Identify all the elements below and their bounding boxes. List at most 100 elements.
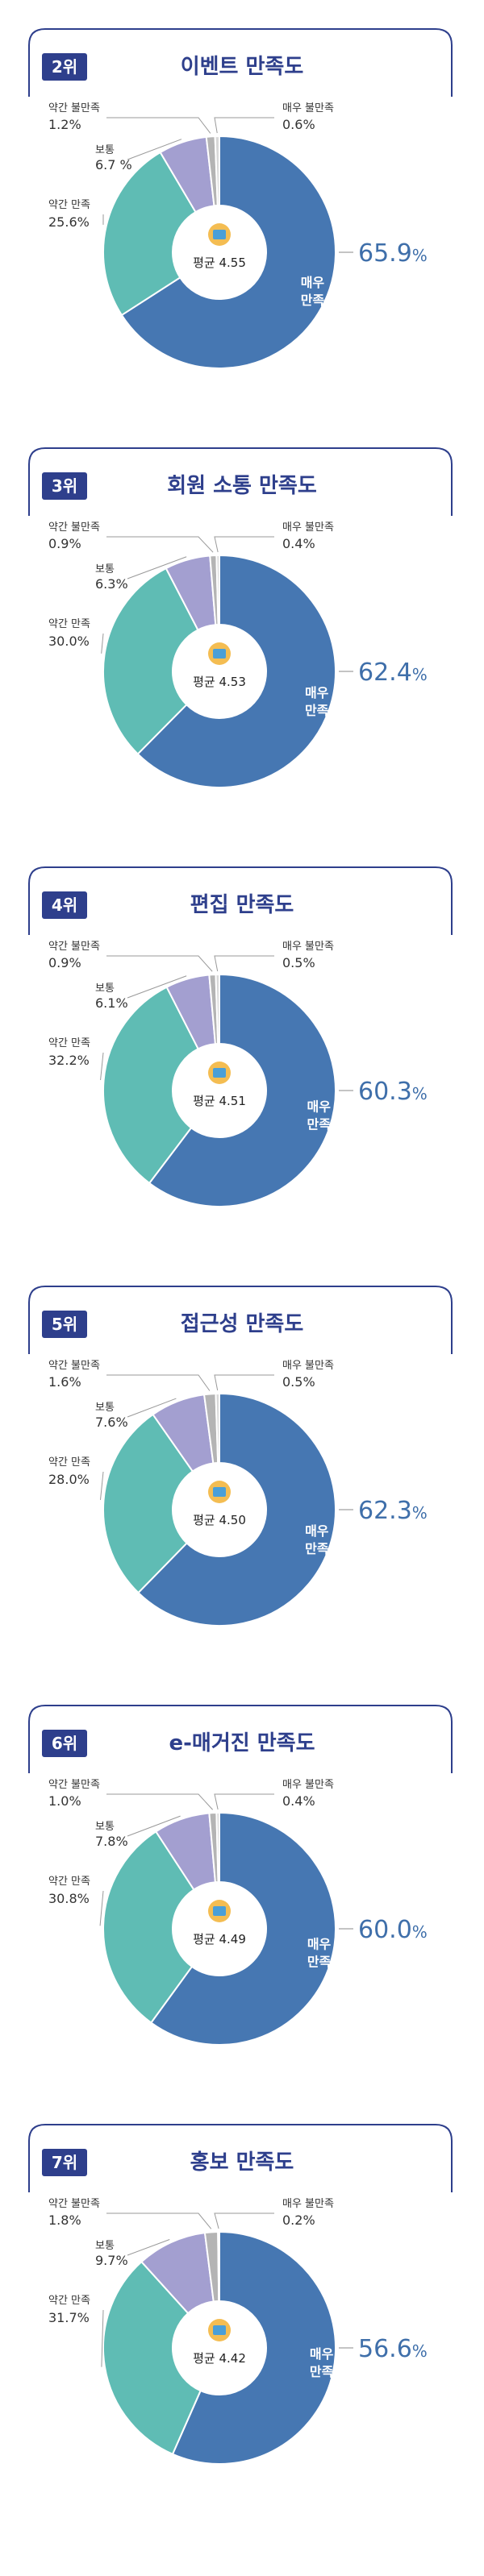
slice-very-unsatisfied — [215, 1392, 220, 1465]
chart-title: 이벤트 만족도 — [180, 55, 304, 79]
slice-value-label: 28.0% — [48, 1472, 90, 1487]
leader-line — [127, 1815, 181, 1837]
leader-line — [101, 2309, 104, 2367]
magazine-icon — [208, 1900, 231, 1922]
rank-badge: 3위 — [42, 472, 87, 500]
highlight-value: 62.4% — [358, 659, 428, 687]
slice-value-label: 6.7 % — [95, 157, 132, 172]
slice-name-label: 매우 불만족 — [282, 941, 334, 953]
slice-name-label: 약간 불만족 — [48, 1779, 100, 1791]
slice-value-label: 0.4% — [282, 1793, 315, 1809]
card-frame — [28, 28, 453, 97]
slice-very-unsatisfied — [217, 2230, 220, 2303]
leader-line — [214, 1374, 274, 1391]
inner-slice-label: 매우 만족 — [305, 685, 329, 718]
slice-name-label: 약간 만족 — [48, 1456, 90, 1469]
leader-line — [106, 955, 213, 972]
rank-badge: 6위 — [42, 1730, 87, 1757]
chart-title: 회원 소통 만족도 — [167, 474, 317, 498]
slice-very-satisfied — [149, 1811, 336, 2046]
slice-very-unsatisfied — [215, 1811, 220, 1884]
slice-satisfied — [102, 1413, 194, 1594]
slice-satisfied — [102, 1830, 195, 2024]
leader-line — [99, 1890, 104, 1926]
rank-badge: 7위 — [42, 2149, 87, 2176]
slice-satisfied — [102, 2260, 202, 2456]
slice-name-label: 보통 — [95, 144, 115, 156]
chat-bubble-icon — [208, 642, 231, 665]
slice-value-label: 1.8% — [48, 2212, 81, 2228]
chart-card: 5위 접근성 만족도 평균 4.50 매우 만족 62.3% 약간 만족 28.0% 보통 7.6… — [0, 1257, 484, 1676]
slice-name-label: 매우 불만족 — [282, 102, 334, 114]
donut-chart: 평균 4.42 매우 만족 56.6% 약간 만족 31.7% 보통9.7% 약간 불만족 1.… — [28, 2124, 453, 2465]
inner-slice-label: 매우 만족 — [310, 2346, 334, 2379]
chart-card: 3위 회원 소통 만족도 평균 4.53 매우 만족 62.4% 약간 만족 30.0% 보통 6… — [0, 419, 484, 838]
card-frame — [28, 866, 453, 935]
slice-very-satisfied — [120, 135, 336, 369]
donut-chart: 평균 4.55 매우 만족 65.9% 약간 만족 25.6% 보통6.7 % 약간 불만족 1… — [28, 28, 453, 369]
slice-very-satisfied — [148, 973, 336, 1207]
leader-line — [127, 139, 182, 160]
chart-title: 홍보 만족도 — [190, 2150, 294, 2175]
chart-card: 2위 이벤트 만족도 평균 4.55 매우 만족 65.9% 약간 만족 25.6% 보통 6.7… — [0, 0, 484, 419]
slice-name-label: 매우 불만족 — [282, 2198, 334, 2210]
slice-value-label: 30.0% — [48, 634, 90, 649]
chart-title: 편집 만족도 — [190, 893, 294, 917]
slice-very-satisfied — [136, 554, 336, 788]
average-label: 평균 4.51 — [193, 1094, 246, 1108]
slice-satisfied — [102, 567, 199, 755]
card-frame — [28, 2124, 453, 2192]
slice-satisfied — [102, 986, 200, 1185]
leader-line — [214, 2212, 274, 2229]
chart-title: e-매거진 만족도 — [169, 1731, 315, 1755]
leader-line — [100, 1052, 104, 1081]
slice-name-label: 약간 불만족 — [48, 102, 100, 114]
inner-slice-label: 매우 만족 — [307, 1936, 332, 1969]
slice-name-label: 약간 만족 — [48, 1876, 90, 1888]
card-frame — [28, 1705, 453, 1773]
chart-card: 4위 편집 만족도 평균 4.51 매우 만족 60.3% 약간 만족 32.2% 보통 6.1%… — [0, 838, 484, 1257]
slice-value-label: 32.2% — [48, 1053, 90, 1068]
leader-line — [127, 2239, 170, 2256]
slice-satisfied — [102, 151, 197, 317]
highlight-value: 56.6% — [358, 2335, 428, 2363]
slice-name-label: 약간 만족 — [48, 618, 90, 630]
slice-very-unsatisfied — [214, 135, 220, 207]
slice-value-label: 7.6% — [95, 1415, 128, 1430]
slice-value-label: 31.7% — [48, 2310, 90, 2325]
slice-value-label: 0.4% — [282, 536, 315, 551]
highlight-value: 60.3% — [358, 1078, 428, 1106]
highlight-value: 60.0% — [358, 1916, 428, 1944]
slice-name-label: 보통 — [95, 2240, 115, 2252]
slice-value-label: 0.2% — [282, 2212, 315, 2228]
slice-value-label: 25.6% — [48, 214, 90, 230]
leader-line — [106, 1793, 214, 1810]
slice-value-label: 1.2% — [48, 117, 81, 132]
slice-value-label: 30.8% — [48, 1891, 90, 1906]
slice-name-label: 약간 만족 — [48, 2295, 90, 2307]
leader-line — [127, 556, 187, 580]
pointer-click-icon — [208, 1481, 231, 1503]
gift-icon — [208, 223, 231, 246]
rank-badge: 5위 — [42, 1311, 87, 1338]
average-label: 평균 4.53 — [193, 675, 246, 689]
leader-line — [101, 633, 104, 654]
leader-line — [99, 1471, 104, 1500]
inner-slice-label: 매우 만족 — [305, 1523, 329, 1556]
slice-name-label: 약간 불만족 — [48, 2198, 100, 2210]
highlight-value: 62.3% — [358, 1497, 428, 1525]
leader-line — [214, 117, 274, 134]
slice-value-label: 6.3% — [95, 576, 128, 592]
leader-line — [106, 536, 214, 553]
slice-very-satisfied — [171, 2230, 336, 2465]
slice-value-label: 7.8% — [95, 1834, 128, 1849]
inner-slice-label: 매우 만족 — [301, 275, 325, 308]
slice-name-label: 보통 — [95, 983, 115, 995]
slice-value-label: 1.6% — [48, 1374, 81, 1390]
leader-line — [214, 536, 274, 553]
average-label: 평균 4.50 — [193, 1513, 246, 1527]
leader-line — [127, 975, 187, 999]
donut-chart: 평균 4.49 매우 만족 60.0% 약간 만족 30.8% 보통7.8% 약간 불만족 1.… — [28, 1705, 453, 2046]
leader-line — [106, 2212, 212, 2229]
